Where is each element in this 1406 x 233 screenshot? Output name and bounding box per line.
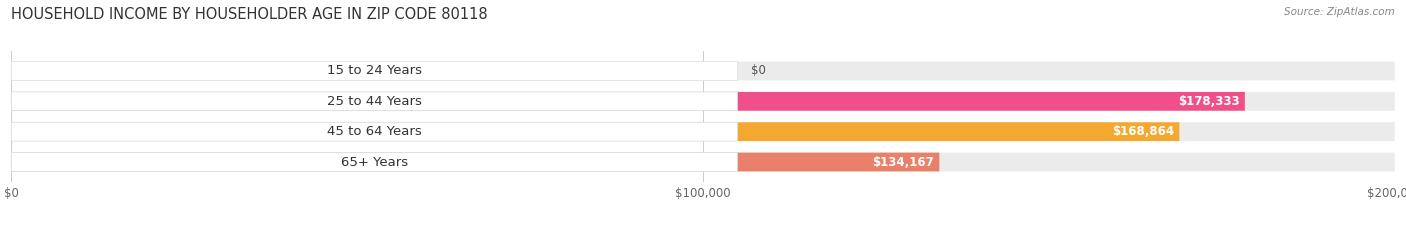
FancyBboxPatch shape — [11, 122, 1395, 141]
FancyBboxPatch shape — [11, 62, 738, 80]
FancyBboxPatch shape — [11, 62, 1395, 80]
FancyBboxPatch shape — [11, 122, 1180, 141]
Text: $168,864: $168,864 — [1112, 125, 1174, 138]
Text: 45 to 64 Years: 45 to 64 Years — [328, 125, 422, 138]
FancyBboxPatch shape — [11, 153, 738, 171]
FancyBboxPatch shape — [11, 92, 1395, 111]
Text: $134,167: $134,167 — [872, 155, 934, 168]
Text: 65+ Years: 65+ Years — [340, 155, 408, 168]
Text: 15 to 24 Years: 15 to 24 Years — [328, 65, 422, 78]
FancyBboxPatch shape — [11, 92, 1244, 111]
FancyBboxPatch shape — [11, 122, 738, 141]
Text: $0: $0 — [751, 65, 766, 78]
FancyBboxPatch shape — [11, 153, 939, 171]
Text: $178,333: $178,333 — [1178, 95, 1239, 108]
Text: Source: ZipAtlas.com: Source: ZipAtlas.com — [1284, 7, 1395, 17]
Text: 25 to 44 Years: 25 to 44 Years — [328, 95, 422, 108]
FancyBboxPatch shape — [11, 92, 738, 111]
Text: HOUSEHOLD INCOME BY HOUSEHOLDER AGE IN ZIP CODE 80118: HOUSEHOLD INCOME BY HOUSEHOLDER AGE IN Z… — [11, 7, 488, 22]
FancyBboxPatch shape — [11, 153, 1395, 171]
